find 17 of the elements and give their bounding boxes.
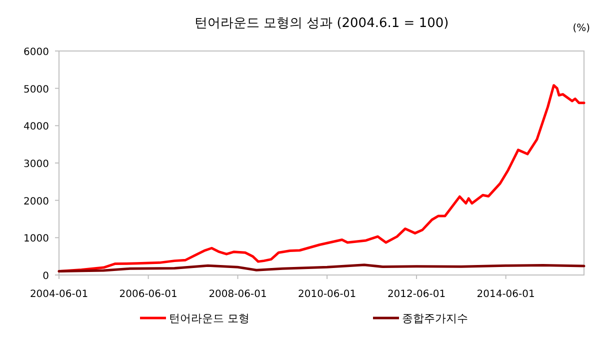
y-tick-label: 3000 — [24, 159, 49, 170]
y-axis-title: (%) — [572, 23, 590, 34]
y-tick-label: 1000 — [24, 234, 49, 245]
y-tick-label: 6000 — [24, 47, 49, 58]
y-tick-label: 5000 — [24, 84, 49, 96]
x-tick-label: 2006-06-01 — [119, 289, 178, 300]
y-tick-label: 4000 — [24, 122, 49, 133]
x-tick-label: 2014-06-01 — [476, 289, 535, 300]
x-tick-label: 2010-06-01 — [298, 289, 356, 300]
x-tick-label: 2012-06-01 — [387, 289, 446, 300]
legend-label: 종합주가지수 — [402, 312, 468, 325]
legend-label: 턴어라운드 모형 — [169, 312, 250, 325]
chart-title: 턴어라운드 모형의 성과 (2004.6.1 = 100) — [194, 16, 449, 31]
y-tick-label: 2000 — [24, 196, 49, 208]
x-tick-label: 2008-06-01 — [208, 289, 267, 300]
y-tick-label: 0 — [42, 271, 49, 282]
x-tick-label: 2004-06-01 — [30, 289, 88, 300]
